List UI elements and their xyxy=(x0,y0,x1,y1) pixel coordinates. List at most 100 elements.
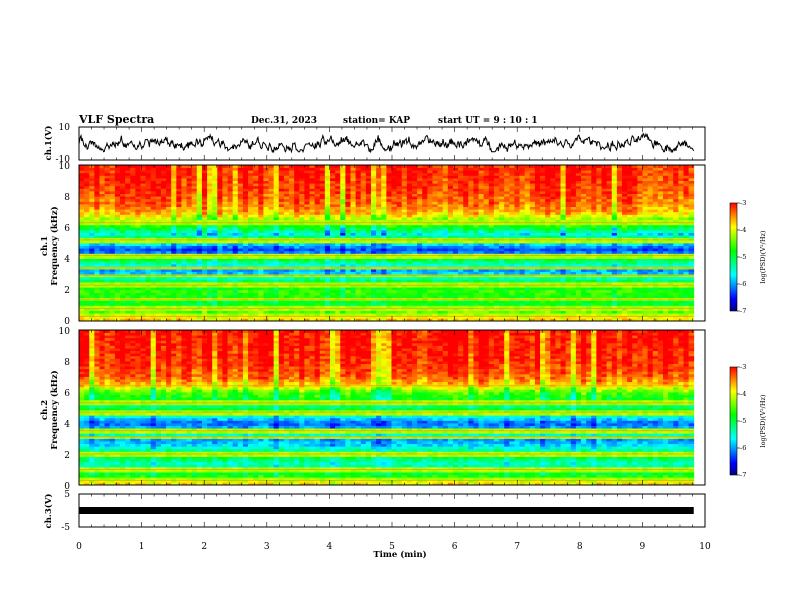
spectrogram-cell xyxy=(319,302,326,306)
spectrogram-cell xyxy=(360,193,367,197)
spectrogram-cell xyxy=(278,308,285,311)
spectrogram-cell xyxy=(242,302,249,306)
spectrogram-cell xyxy=(417,271,423,275)
spectrogram-cell xyxy=(463,295,469,298)
spectrogram-cell xyxy=(340,170,346,174)
spectrogram-cell xyxy=(160,310,167,314)
spectrogram-cell xyxy=(191,185,198,189)
spectrogram-cell xyxy=(319,198,326,202)
spectrogram-cell xyxy=(207,172,213,176)
spectrogram-cell xyxy=(432,308,438,311)
spectrogram-cell xyxy=(442,185,449,189)
spectrogram-cell xyxy=(212,227,218,231)
spectrogram-cell xyxy=(79,235,85,239)
spectrogram-cell xyxy=(207,222,213,226)
spectrogram-cell xyxy=(145,178,152,181)
spectrogram-cell xyxy=(473,248,479,252)
spectrogram-cell xyxy=(335,196,341,200)
spectrogram-cell xyxy=(365,292,372,296)
spectrogram-cell xyxy=(79,227,85,231)
spectrogram-cell xyxy=(360,310,367,314)
spectrogram-cell xyxy=(294,253,300,257)
spectrogram-cell xyxy=(84,258,90,262)
spectrogram-cell xyxy=(391,196,398,200)
spectrogram-cell xyxy=(324,178,331,181)
spectrogram-cell xyxy=(488,240,495,244)
spectrogram-cell xyxy=(437,237,444,241)
spectrogram-cell xyxy=(258,318,264,322)
spectrogram-cell xyxy=(473,302,479,306)
spectrogram-cell xyxy=(84,232,90,236)
spectrogram-cell xyxy=(273,289,280,293)
spectrogram-cell xyxy=(355,201,362,205)
spectrogram-cell xyxy=(166,198,172,202)
spectrogram-cell xyxy=(309,313,316,317)
spectrogram-cell xyxy=(324,318,331,322)
spectrogram-cell xyxy=(396,204,403,207)
spectrogram-cell xyxy=(406,256,413,259)
spectrogram-cell xyxy=(232,302,239,306)
spectrogram-cell xyxy=(463,318,469,322)
spectrogram-cell xyxy=(222,230,228,233)
spectrogram-cell xyxy=(432,245,438,249)
spectrogram-cell xyxy=(222,305,228,309)
spectrogram-cell xyxy=(166,191,172,194)
spectrogram-cell xyxy=(119,175,126,179)
spectrogram-cell xyxy=(447,209,454,213)
spectrogram-cell xyxy=(263,206,269,210)
spectrogram-cell xyxy=(319,237,326,241)
spectrogram-cell xyxy=(294,287,300,291)
spectrogram-cell xyxy=(335,201,341,205)
spectrogram-cell xyxy=(488,248,495,252)
spectrogram-cell xyxy=(258,305,264,309)
spectrogram-cell xyxy=(186,180,193,184)
spectrogram-cell xyxy=(125,287,131,291)
spectrogram-cell xyxy=(99,232,106,236)
spectrogram-cell xyxy=(386,201,392,205)
spectrogram-cell xyxy=(99,269,106,272)
spectrogram-cell xyxy=(145,289,152,293)
spectrogram-cell xyxy=(493,269,500,272)
spectrogram-cell xyxy=(427,250,433,254)
spectrogram-cell xyxy=(299,245,305,249)
spectrogram-cell xyxy=(417,292,423,296)
spectrogram-cell xyxy=(314,315,321,319)
spectrogram-cell xyxy=(186,313,193,317)
spectrogram-cell xyxy=(488,227,495,231)
spectrogram-cell xyxy=(263,219,269,223)
spectrogram-cell xyxy=(432,188,438,192)
spectrogram-cell xyxy=(386,209,392,213)
spectrogram-cell xyxy=(283,204,290,207)
spectrogram-cell xyxy=(381,175,387,179)
spectrogram-cell xyxy=(330,183,336,187)
spectrogram-cell xyxy=(391,198,398,202)
spectrogram-cell xyxy=(237,292,244,296)
spectrogram-cell xyxy=(442,315,449,319)
spectrogram-cell xyxy=(191,269,198,272)
spectrogram-cell xyxy=(227,305,234,309)
spectrogram-cell xyxy=(324,271,331,275)
spectrogram-cell xyxy=(150,206,157,210)
spectrogram-cell xyxy=(140,170,146,174)
spectrogram-cell xyxy=(222,219,228,223)
spectrogram-cell xyxy=(330,279,336,283)
spectrogram-cell xyxy=(217,243,223,246)
spectrogram-cell xyxy=(452,292,459,296)
spectrogram-cell xyxy=(319,232,326,236)
spectrogram-cell xyxy=(273,248,280,252)
spectrogram-cell xyxy=(119,284,126,288)
spectrogram-cell xyxy=(401,219,408,223)
spectrogram-cell xyxy=(79,302,85,306)
spectrogram-cell xyxy=(140,196,146,200)
spectrogram-cell xyxy=(335,227,341,231)
spectrogram-cell xyxy=(468,237,474,241)
spectrogram-cell xyxy=(335,209,341,213)
spectrogram-cell xyxy=(171,292,177,296)
spectrogram-cell xyxy=(473,250,479,254)
spectrogram-cell xyxy=(371,167,377,171)
spectrogram-cell xyxy=(248,204,254,207)
spectrogram-cell xyxy=(458,300,464,304)
spectrogram-cell xyxy=(365,232,372,236)
spectrogram-cell xyxy=(273,279,280,283)
spectrogram-cell xyxy=(417,263,423,267)
